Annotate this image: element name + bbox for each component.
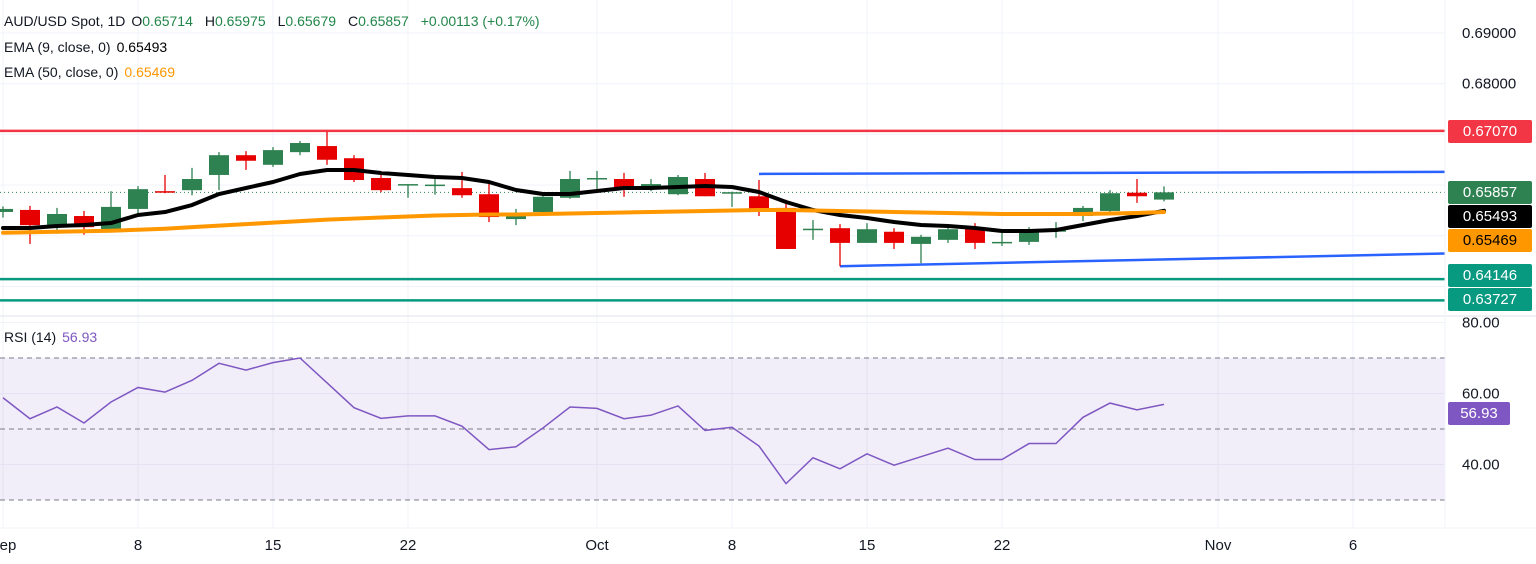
rsi-line xyxy=(2,357,1165,485)
rsi-tick-label: 40.00 xyxy=(1462,457,1500,474)
candle-up xyxy=(938,229,958,240)
candle-up xyxy=(1019,230,1039,242)
price-label: 0.65469 xyxy=(1448,228,1532,252)
open-label: O xyxy=(131,13,143,29)
close-value: 0.65857 xyxy=(358,13,409,29)
ema50-line xyxy=(1,207,1166,235)
candle-down xyxy=(74,216,94,228)
candle-down xyxy=(1127,192,1147,197)
time-tick-label: 15 xyxy=(265,537,282,554)
trendlines[interactable] xyxy=(758,170,1445,268)
ema9-legend[interactable]: EMA (9, close, 0) 0.65493 xyxy=(4,39,173,55)
change-value: +0.00113 (+0.17%) xyxy=(420,13,540,29)
symbol-legend[interactable]: AUD/USD Spot, 1D O0.65714 H0.65975 L0.65679… xyxy=(4,13,546,29)
candle-up xyxy=(992,241,1012,244)
symbol-title: AUD/USD Spot, 1D xyxy=(4,13,126,29)
candles xyxy=(0,131,1174,267)
price-axis[interactable]: 0.69000 0.68000 80.00 60.00 40.00 xyxy=(1462,25,1516,474)
channel-trendline xyxy=(758,170,1445,176)
open-value: 0.65714 xyxy=(142,13,193,29)
horizontal-levels xyxy=(0,129,1445,302)
channel-trendline xyxy=(839,252,1445,268)
time-tick-label: 22 xyxy=(400,537,417,554)
ema-lines xyxy=(1,167,1166,235)
candle-down xyxy=(236,155,256,161)
candle-up xyxy=(398,184,418,186)
ema9-value: 0.65493 xyxy=(116,39,168,55)
candle-up xyxy=(911,236,931,244)
price-label: 0.63727 xyxy=(1448,288,1532,311)
low-label: L xyxy=(277,13,286,29)
candle-up xyxy=(425,184,445,187)
time-tick-label: 8 xyxy=(134,537,142,554)
candle-down xyxy=(749,196,769,209)
ema9-label: EMA (9, close, 0) xyxy=(4,39,111,55)
rsi-legend[interactable]: RSI (14) 56.93 xyxy=(4,329,103,345)
time-tick-label: Sep xyxy=(0,537,16,554)
price-tick-label: 0.68000 xyxy=(1462,76,1516,93)
candle-up xyxy=(0,208,13,212)
candle-down xyxy=(884,231,904,243)
ema50-value: 0.65469 xyxy=(124,64,175,80)
candle-up xyxy=(587,178,607,180)
candle-down xyxy=(371,178,391,191)
time-axis[interactable]: Sep 8 15 22 Oct 8 15 22 Nov 6 xyxy=(0,537,1357,554)
candle-up xyxy=(1100,193,1120,211)
ema50-label: EMA (50, close, 0) xyxy=(4,64,119,80)
time-tick-label: Oct xyxy=(585,537,609,554)
candle-up xyxy=(290,143,310,153)
rsi-value: 56.93 xyxy=(62,329,98,345)
time-tick-label: 22 xyxy=(994,537,1011,554)
candle-up xyxy=(263,150,283,165)
time-tick-label: Nov xyxy=(1205,537,1232,554)
rsi-tick-label: 60.00 xyxy=(1462,386,1500,403)
candle-down xyxy=(479,194,499,218)
high-value: 0.65975 xyxy=(215,13,266,29)
price-label: 0.65857 xyxy=(1448,180,1532,204)
candle-up xyxy=(182,179,202,191)
price-label: 0.67070 xyxy=(1448,119,1532,143)
rsi-label: RSI (14) xyxy=(4,329,57,345)
high-label: H xyxy=(204,13,215,29)
candle-down xyxy=(155,191,175,193)
candle-up xyxy=(1154,192,1174,200)
candle-down xyxy=(776,207,796,249)
candle-down xyxy=(830,228,850,243)
candle-up xyxy=(47,213,67,226)
candle-down xyxy=(614,179,634,189)
rsi-value-label: 56.93 xyxy=(1448,402,1510,425)
candle-up xyxy=(209,155,229,175)
price-label: 0.65493 xyxy=(1448,204,1532,228)
ema9-line xyxy=(1,167,1166,233)
candle-down xyxy=(965,228,985,243)
candle-up xyxy=(128,189,148,209)
candle-up xyxy=(101,206,121,231)
price-tick-label: 0.69000 xyxy=(1462,25,1516,42)
time-tick-label: 8 xyxy=(728,537,736,554)
candle-up xyxy=(857,229,877,243)
time-tick-label: 15 xyxy=(859,537,876,554)
time-tick-label: 6 xyxy=(1349,537,1357,554)
rsi-tick-label: 80.00 xyxy=(1462,315,1500,332)
close-label: C xyxy=(348,13,359,29)
candle-up xyxy=(1073,207,1093,217)
candle-up xyxy=(722,192,742,194)
candle-up xyxy=(533,196,553,212)
ema50-legend[interactable]: EMA (50, close, 0) 0.65469 xyxy=(4,64,181,80)
candle-down xyxy=(20,209,40,226)
candle-down xyxy=(452,188,472,196)
rsi-polyline xyxy=(2,357,1165,485)
candle-up xyxy=(803,228,823,231)
candle-down xyxy=(317,146,337,160)
low-value: 0.65679 xyxy=(285,13,337,29)
price-label: 0.64146 xyxy=(1448,264,1532,287)
